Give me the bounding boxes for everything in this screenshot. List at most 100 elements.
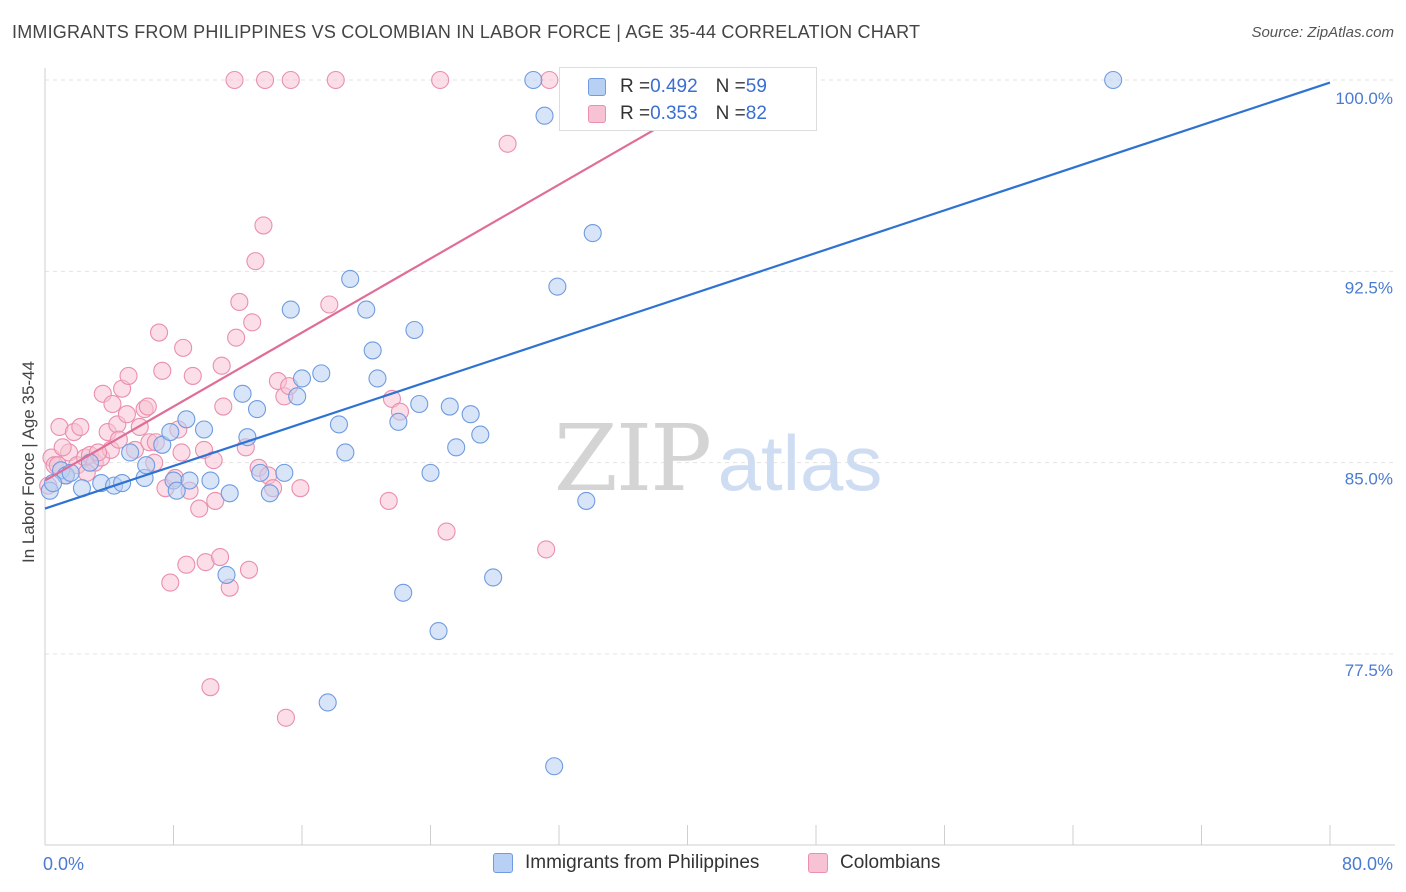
point-colombians (326, 70, 345, 90)
axis-layer (44, 68, 1395, 846)
watermark-zip: ZIP (554, 405, 710, 512)
points-layer (39, 70, 1123, 776)
point-colombians (214, 397, 233, 416)
point-colombians (53, 438, 72, 457)
series-swatch-blue (493, 853, 513, 873)
legend-row-philippines: R = 0.492 N = 59 (588, 74, 767, 100)
point-philippines (247, 400, 267, 419)
point-colombians (281, 70, 300, 90)
point-colombians (190, 499, 209, 518)
watermark: ZIP atlas (554, 405, 882, 512)
point-philippines (341, 269, 360, 289)
point-philippines (535, 106, 554, 125)
point-colombians (117, 405, 136, 424)
point-colombians (161, 573, 180, 592)
point-colombians (246, 252, 265, 271)
legend-swatch-blue (588, 78, 606, 96)
point-philippines (357, 300, 376, 319)
point-philippines (177, 410, 196, 429)
legend-r-label: R = (620, 103, 651, 124)
point-philippines (548, 277, 567, 296)
point-philippines (292, 369, 312, 388)
point-colombians (211, 548, 230, 567)
point-philippines (217, 565, 236, 584)
point-philippines (312, 364, 331, 383)
series-swatch-pink (808, 853, 828, 873)
legend-n-label: N = (715, 76, 746, 97)
point-colombians (239, 560, 259, 579)
point-philippines (251, 463, 270, 482)
point-philippines (137, 456, 156, 475)
point-colombians (254, 216, 273, 235)
point-philippines (363, 341, 382, 360)
point-philippines (220, 484, 239, 503)
point-colombians (291, 479, 310, 498)
point-colombians (320, 295, 339, 314)
point-colombians (256, 70, 275, 90)
point-philippines (461, 405, 480, 424)
trend-line-philippines (44, 81, 1331, 510)
point-philippines (484, 568, 503, 587)
point-philippines (429, 621, 448, 641)
point-philippines (440, 397, 459, 416)
point-colombians (537, 540, 556, 559)
series-legend: Immigrants from Philippines Colombians (0, 852, 1406, 878)
legend-row-colombians: R = 0.353 N = 82 (588, 101, 767, 127)
point-philippines (447, 438, 466, 457)
trend-line-colombians (44, 109, 689, 482)
legend-n-label: N = (715, 103, 746, 124)
point-colombians (206, 491, 225, 510)
point-philippines (288, 387, 307, 406)
legend-n-value: 59 (745, 76, 767, 97)
point-philippines (421, 463, 440, 482)
point-colombians (379, 491, 398, 510)
y-tick-label: 85.0% (1345, 470, 1393, 489)
point-colombians (276, 708, 295, 727)
legend-r-value: 0.492 (650, 76, 698, 97)
y-tick-label: 100.0% (1335, 89, 1393, 108)
legend-r-label: R = (620, 76, 651, 97)
point-colombians (230, 292, 249, 311)
point-philippines (201, 471, 220, 490)
point-philippines (233, 384, 252, 403)
trend-layer (44, 79, 1331, 510)
point-philippines (161, 423, 180, 442)
point-philippines (121, 443, 140, 462)
point-philippines (471, 425, 490, 444)
point-philippines (368, 369, 387, 388)
point-colombians (138, 397, 157, 416)
point-philippines (583, 224, 602, 243)
point-philippines (524, 70, 543, 90)
label-layer: 77.5% 85.0% 92.5% 100.0% 0.0% 80.0% In Labor F… (19, 89, 1393, 874)
series-legend-philippines[interactable]: Immigrants from Philippines (493, 852, 759, 874)
legend-r-value: 0.353 (650, 103, 698, 124)
point-philippines (318, 693, 337, 712)
y-tick-label: 77.5% (1345, 661, 1393, 680)
point-philippines (238, 428, 257, 447)
y-tick-label: 92.5% (1345, 278, 1393, 297)
point-colombians (71, 417, 90, 437)
series-legend-colombians[interactable]: Colombians (808, 852, 940, 874)
point-philippines (281, 300, 300, 319)
point-philippines (153, 435, 172, 454)
x-tick-label: 0.0% (43, 854, 84, 874)
point-philippines (577, 491, 596, 510)
point-philippines (1104, 70, 1123, 90)
point-philippines (80, 453, 100, 472)
point-colombians (498, 134, 517, 153)
source-label: Source: ZipAtlas.com (1251, 24, 1394, 41)
y-axis-title: In Labor Force | Age 35-44 (19, 361, 38, 563)
point-colombians (201, 678, 220, 697)
series-legend-label: Colombians (840, 852, 941, 873)
point-colombians (243, 313, 262, 332)
point-philippines (275, 463, 294, 482)
point-colombians (174, 338, 193, 357)
point-colombians (437, 522, 456, 541)
point-colombians (227, 328, 246, 347)
point-colombians (119, 366, 138, 385)
point-colombians (212, 356, 231, 375)
point-colombians (177, 555, 196, 574)
point-colombians (149, 323, 169, 342)
chart-title: IMMIGRANTS FROM PHILIPPINES VS COLOMBIAN… (12, 22, 921, 42)
